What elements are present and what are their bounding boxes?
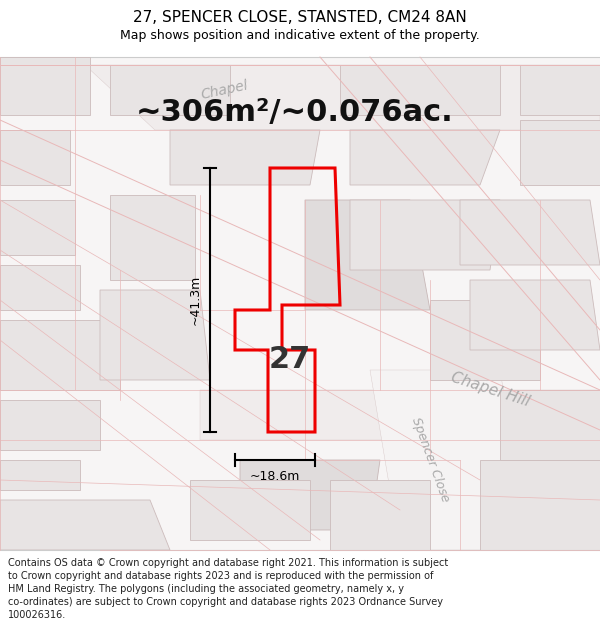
Polygon shape bbox=[305, 200, 430, 310]
Text: to Crown copyright and database rights 2023 and is reproduced with the permissio: to Crown copyright and database rights 2… bbox=[8, 571, 433, 581]
Polygon shape bbox=[0, 200, 75, 255]
Text: ~41.3m: ~41.3m bbox=[189, 275, 202, 325]
Text: 100026316.: 100026316. bbox=[8, 610, 66, 620]
Text: Spencer Close: Spencer Close bbox=[409, 416, 451, 504]
Text: Chapel Hill: Chapel Hill bbox=[449, 370, 532, 410]
Polygon shape bbox=[0, 460, 80, 490]
Text: ~306m²/~0.076ac.: ~306m²/~0.076ac. bbox=[136, 98, 454, 126]
Polygon shape bbox=[0, 265, 80, 310]
Polygon shape bbox=[0, 400, 100, 450]
Polygon shape bbox=[200, 390, 600, 440]
Polygon shape bbox=[110, 195, 195, 280]
Polygon shape bbox=[190, 480, 310, 540]
Polygon shape bbox=[240, 460, 380, 530]
Text: 27: 27 bbox=[269, 346, 311, 374]
Polygon shape bbox=[85, 65, 600, 130]
Polygon shape bbox=[340, 65, 500, 115]
Polygon shape bbox=[330, 480, 430, 550]
Polygon shape bbox=[0, 320, 120, 390]
Text: Map shows position and indicative extent of the property.: Map shows position and indicative extent… bbox=[120, 29, 480, 42]
Polygon shape bbox=[430, 300, 540, 380]
Polygon shape bbox=[110, 65, 230, 115]
Polygon shape bbox=[0, 57, 600, 550]
Polygon shape bbox=[470, 280, 600, 350]
Polygon shape bbox=[370, 370, 530, 550]
Polygon shape bbox=[350, 200, 500, 270]
Polygon shape bbox=[500, 390, 600, 460]
Polygon shape bbox=[520, 120, 600, 185]
Polygon shape bbox=[350, 130, 500, 185]
Polygon shape bbox=[0, 130, 70, 185]
Text: co-ordinates) are subject to Crown copyright and database rights 2023 Ordnance S: co-ordinates) are subject to Crown copyr… bbox=[8, 597, 443, 607]
Polygon shape bbox=[0, 57, 90, 115]
Text: Chapel: Chapel bbox=[200, 78, 250, 102]
Polygon shape bbox=[100, 290, 210, 380]
Polygon shape bbox=[460, 200, 600, 265]
Text: Contains OS data © Crown copyright and database right 2021. This information is : Contains OS data © Crown copyright and d… bbox=[8, 558, 448, 568]
Polygon shape bbox=[170, 130, 320, 185]
Text: HM Land Registry. The polygons (including the associated geometry, namely x, y: HM Land Registry. The polygons (includin… bbox=[8, 584, 404, 594]
Polygon shape bbox=[520, 65, 600, 115]
Polygon shape bbox=[0, 500, 170, 550]
Polygon shape bbox=[480, 460, 600, 550]
Text: 27, SPENCER CLOSE, STANSTED, CM24 8AN: 27, SPENCER CLOSE, STANSTED, CM24 8AN bbox=[133, 11, 467, 26]
Text: ~18.6m: ~18.6m bbox=[250, 470, 300, 483]
